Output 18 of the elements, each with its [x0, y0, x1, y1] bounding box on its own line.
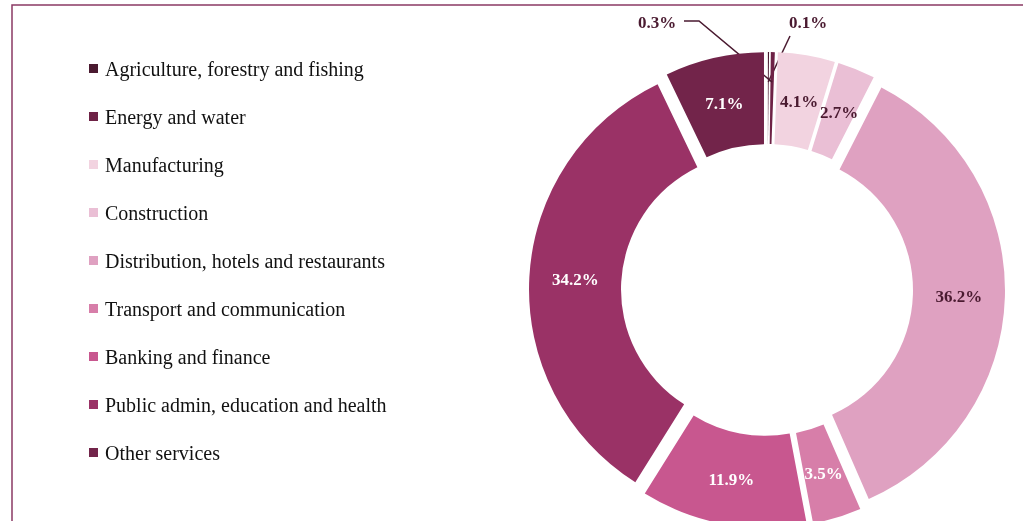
data-label: 11.9% — [708, 469, 755, 489]
data-label: 0.1% — [788, 13, 828, 32]
data-label: 4.1% — [779, 91, 819, 111]
data-label: 36.2% — [935, 286, 983, 306]
legend-label: Manufacturing — [105, 154, 224, 177]
data-label: 2.7% — [819, 103, 859, 123]
data-label: 3.5% — [804, 464, 843, 484]
legend-label: Distribution, hotels and restaurants — [105, 250, 386, 272]
legend-label: Banking and finance — [105, 346, 271, 369]
legend-label: Other services — [105, 442, 221, 464]
legend-label: Transport and communication — [105, 298, 346, 321]
data-label: 7.1% — [705, 93, 744, 113]
data-label: 34.2% — [551, 270, 599, 290]
data-label: 0.3% — [637, 13, 677, 32]
legend-label: Construction — [105, 202, 209, 224]
legend-label: Energy and water — [105, 106, 247, 129]
legend-label: Public admin, education and health — [105, 394, 387, 416]
legend-label: Agriculture, forestry and fishing — [105, 58, 364, 81]
